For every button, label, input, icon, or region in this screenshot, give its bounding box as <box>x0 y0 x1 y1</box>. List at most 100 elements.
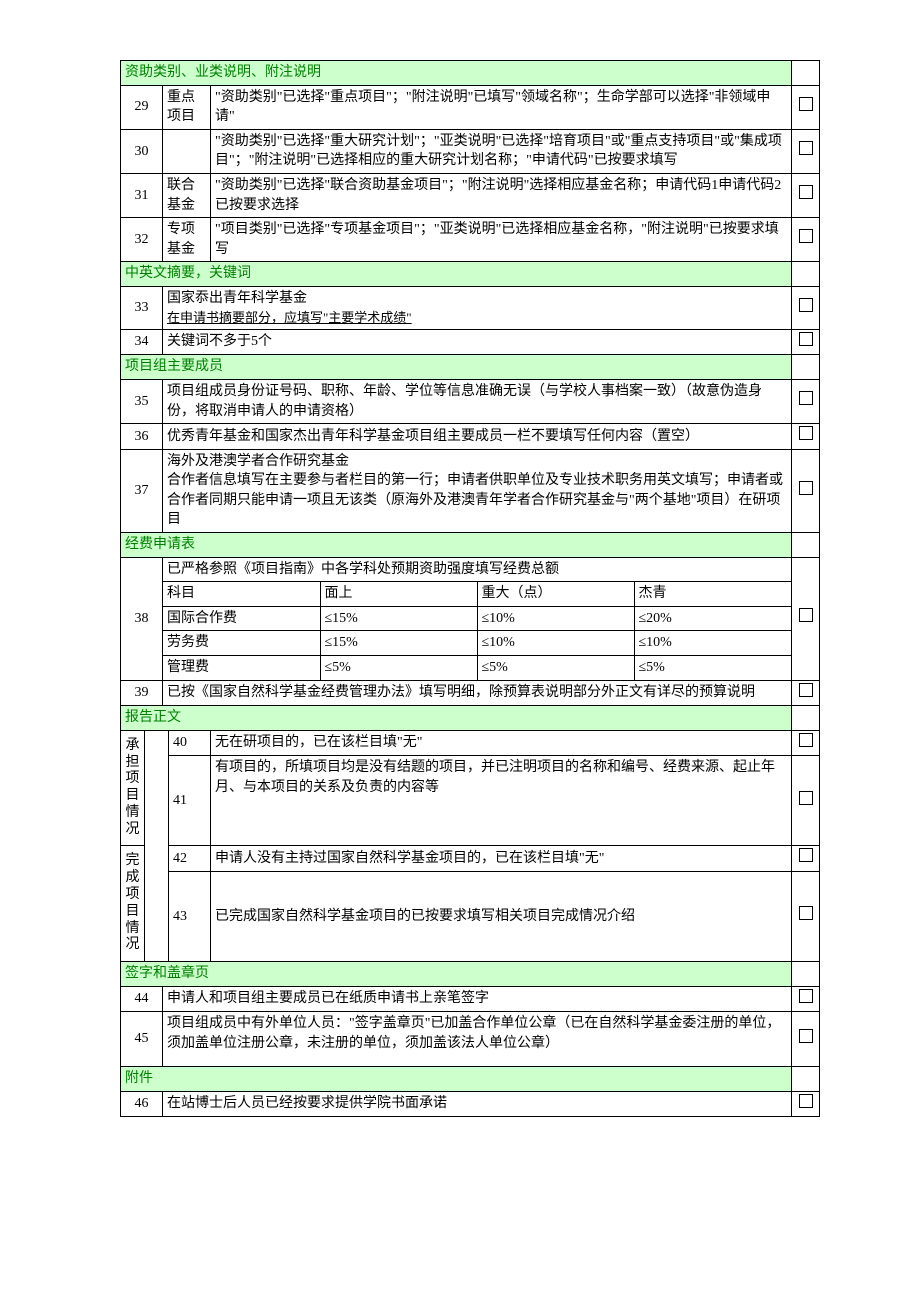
fee-c: 国际合作费 <box>163 606 320 631</box>
row-check[interactable] <box>792 218 820 262</box>
row-text: 已按《国家自然科学基金经费管理办法》填写明细，除预算表说明部分外正文有详尽的预算… <box>163 680 792 706</box>
row-check[interactable] <box>792 85 820 129</box>
row-37-line2: 合作者信息填写在主要参与者栏目的第一行；申请者供职单位及专业技术职务用英文填写；… <box>167 471 787 530</box>
checkbox-icon <box>799 791 813 805</box>
row-num: 33 <box>121 286 163 329</box>
checkbox-icon <box>799 97 813 111</box>
row-text: 在站博士后人员已经按要求提供学院书面承诺 <box>163 1091 792 1117</box>
checkbox-icon <box>799 426 813 440</box>
row-check[interactable] <box>792 129 820 173</box>
vlabel-spacer <box>145 731 169 962</box>
row-check[interactable] <box>792 286 820 329</box>
row-num: 45 <box>121 1012 163 1067</box>
row-check[interactable] <box>792 557 820 680</box>
row-num: 36 <box>121 424 163 450</box>
checkbox-icon <box>799 733 813 747</box>
section-header-1: 资助类别、业类说明、附注说明 <box>121 61 792 86</box>
section-header-6: 签字和盖章页 <box>121 962 792 986</box>
fee-h2: 重大（点） <box>477 582 634 607</box>
row-text: 有项目的，所填项目均是没有结题的项目，并已注明项目的名称和编号、经费来源、起止年… <box>211 756 792 846</box>
checkbox-icon <box>799 1029 813 1043</box>
row-check[interactable] <box>792 379 820 423</box>
fee-c: 管理费 <box>163 656 320 680</box>
row-text: "资助类别"已选择"联合资助基金项目"；"附注说明"选择相应基金名称；申请代码1… <box>211 173 792 217</box>
row-text: 已完成国家自然科学基金项目的已按要求填写相关项目完成情况介绍 <box>211 872 792 962</box>
fee-h1: 面上 <box>320 582 477 607</box>
row-label: 联合基金 <box>163 173 211 217</box>
row-text: "资助类别"已选择"重大研究计划"；"亚类说明"已选择"培育项目"或"重点支持项… <box>211 129 792 173</box>
row-num: 31 <box>121 173 163 217</box>
fee-c: ≤15% <box>320 631 477 656</box>
row-check[interactable] <box>792 986 820 1012</box>
fee-c: ≤10% <box>634 631 791 656</box>
checkbox-icon <box>799 989 813 1003</box>
section-check-1 <box>792 61 820 86</box>
row-check[interactable] <box>792 449 820 532</box>
checkbox-icon <box>799 141 813 155</box>
section-header-7: 附件 <box>121 1067 792 1092</box>
row-check[interactable] <box>792 680 820 706</box>
checkbox-icon <box>799 481 813 495</box>
row-check[interactable] <box>792 1091 820 1117</box>
fee-inner-table: 已严格参照《项目指南》中各学科处预期资助强度填写经费总额 科目 面上 重大（点）… <box>163 558 791 680</box>
section-header-3: 项目组主要成员 <box>121 355 792 380</box>
section-check-4 <box>792 533 820 558</box>
fee-h0: 科目 <box>163 582 320 607</box>
row-text: 优秀青年基金和国家杰出青年科学基金项目组主要成员一栏不要填写任何内容（置空） <box>163 424 792 450</box>
checklist-page: 资助类别、业类说明、附注说明 29 重点项目 "资助类别"已选择"重点项目"；"… <box>120 60 820 1117</box>
checkbox-icon <box>799 1094 813 1108</box>
section-check-3 <box>792 355 820 380</box>
row-text: 项目组成员中有外单位人员："签字盖章页"已加盖合作单位公章（已在自然科学基金委注… <box>163 1012 792 1067</box>
fee-c: ≤5% <box>634 656 791 680</box>
row-check[interactable] <box>792 731 820 756</box>
row-num: 37 <box>121 449 163 532</box>
checkbox-icon <box>799 848 813 862</box>
fee-c: ≤10% <box>477 631 634 656</box>
section-header-5: 报告正文 <box>121 706 792 731</box>
sign-table: 签字和盖章页 44 申请人和项目组主要成员已在纸质申请书上亲笔签字 45 项目组… <box>120 962 820 1117</box>
row-33-line1: 国家忝出青年科学基金 <box>167 289 787 309</box>
row-num: 34 <box>121 329 163 355</box>
row-check[interactable] <box>792 756 820 846</box>
row-text: 无在研项目的，已在该栏目填"无" <box>211 731 792 756</box>
row-38-cell: 已严格参照《项目指南》中各学科处预期资助强度填写经费总额 科目 面上 重大（点）… <box>163 557 792 680</box>
row-text: 申请人没有主持过国家自然科学基金项目的，已在该栏目填"无" <box>211 846 792 872</box>
row-33-line2: 在申请书摘要部分，应填写"主要学术成绩" <box>167 309 787 327</box>
checkbox-icon <box>799 391 813 405</box>
report-table: 承担项目情况 40 无在研项目的，已在该栏目填"无" 41 有项目的，所填项目均… <box>120 731 820 962</box>
fee-c: ≤5% <box>320 656 477 680</box>
row-check[interactable] <box>792 329 820 355</box>
checkbox-icon <box>799 608 813 622</box>
row-label <box>163 129 211 173</box>
row-check[interactable] <box>792 872 820 962</box>
row-text: "项目类别"已选择"专项基金项目"；"亚类说明"已选择相应基金名称，"附注说明"… <box>211 218 792 262</box>
row-text: 项目组成员身份证号码、职称、年龄、学位等信息准确无误（与学校人事档案一致）（故意… <box>163 379 792 423</box>
row-check[interactable] <box>792 846 820 872</box>
row-text: 海外及港澳学者合作研究基金 合作者信息填写在主要参与者栏目的第一行；申请者供职单… <box>163 449 792 532</box>
checkbox-icon <box>799 332 813 346</box>
section-check-7 <box>792 1067 820 1092</box>
row-num: 39 <box>121 680 163 706</box>
section-check-2 <box>792 262 820 287</box>
section-check-5 <box>792 706 820 731</box>
row-num: 38 <box>121 557 163 680</box>
section-header-4: 经费申请表 <box>121 533 792 558</box>
fee-c: ≤5% <box>477 656 634 680</box>
row-38-header: 已严格参照《项目指南》中各学科处预期资助强度填写经费总额 <box>163 558 791 582</box>
row-check[interactable] <box>792 424 820 450</box>
row-text: 关键词不多于5个 <box>163 329 792 355</box>
row-label: 重点项目 <box>163 85 211 129</box>
row-num: 43 <box>169 872 211 962</box>
row-check[interactable] <box>792 173 820 217</box>
fee-c: 劳务费 <box>163 631 320 656</box>
vlabel-1: 承担项目情况 <box>121 731 145 846</box>
row-check[interactable] <box>792 1012 820 1067</box>
row-num: 29 <box>121 85 163 129</box>
section-check-6 <box>792 962 820 986</box>
row-text: "资助类别"已选择"重点项目"；"附注说明"已填写"领域名称"；生命学部可以选择… <box>211 85 792 129</box>
fee-c: ≤15% <box>320 606 477 631</box>
row-num: 40 <box>169 731 211 756</box>
row-num: 35 <box>121 379 163 423</box>
checkbox-icon <box>799 906 813 920</box>
row-text: 申请人和项目组主要成员已在纸质申请书上亲笔签字 <box>163 986 792 1012</box>
